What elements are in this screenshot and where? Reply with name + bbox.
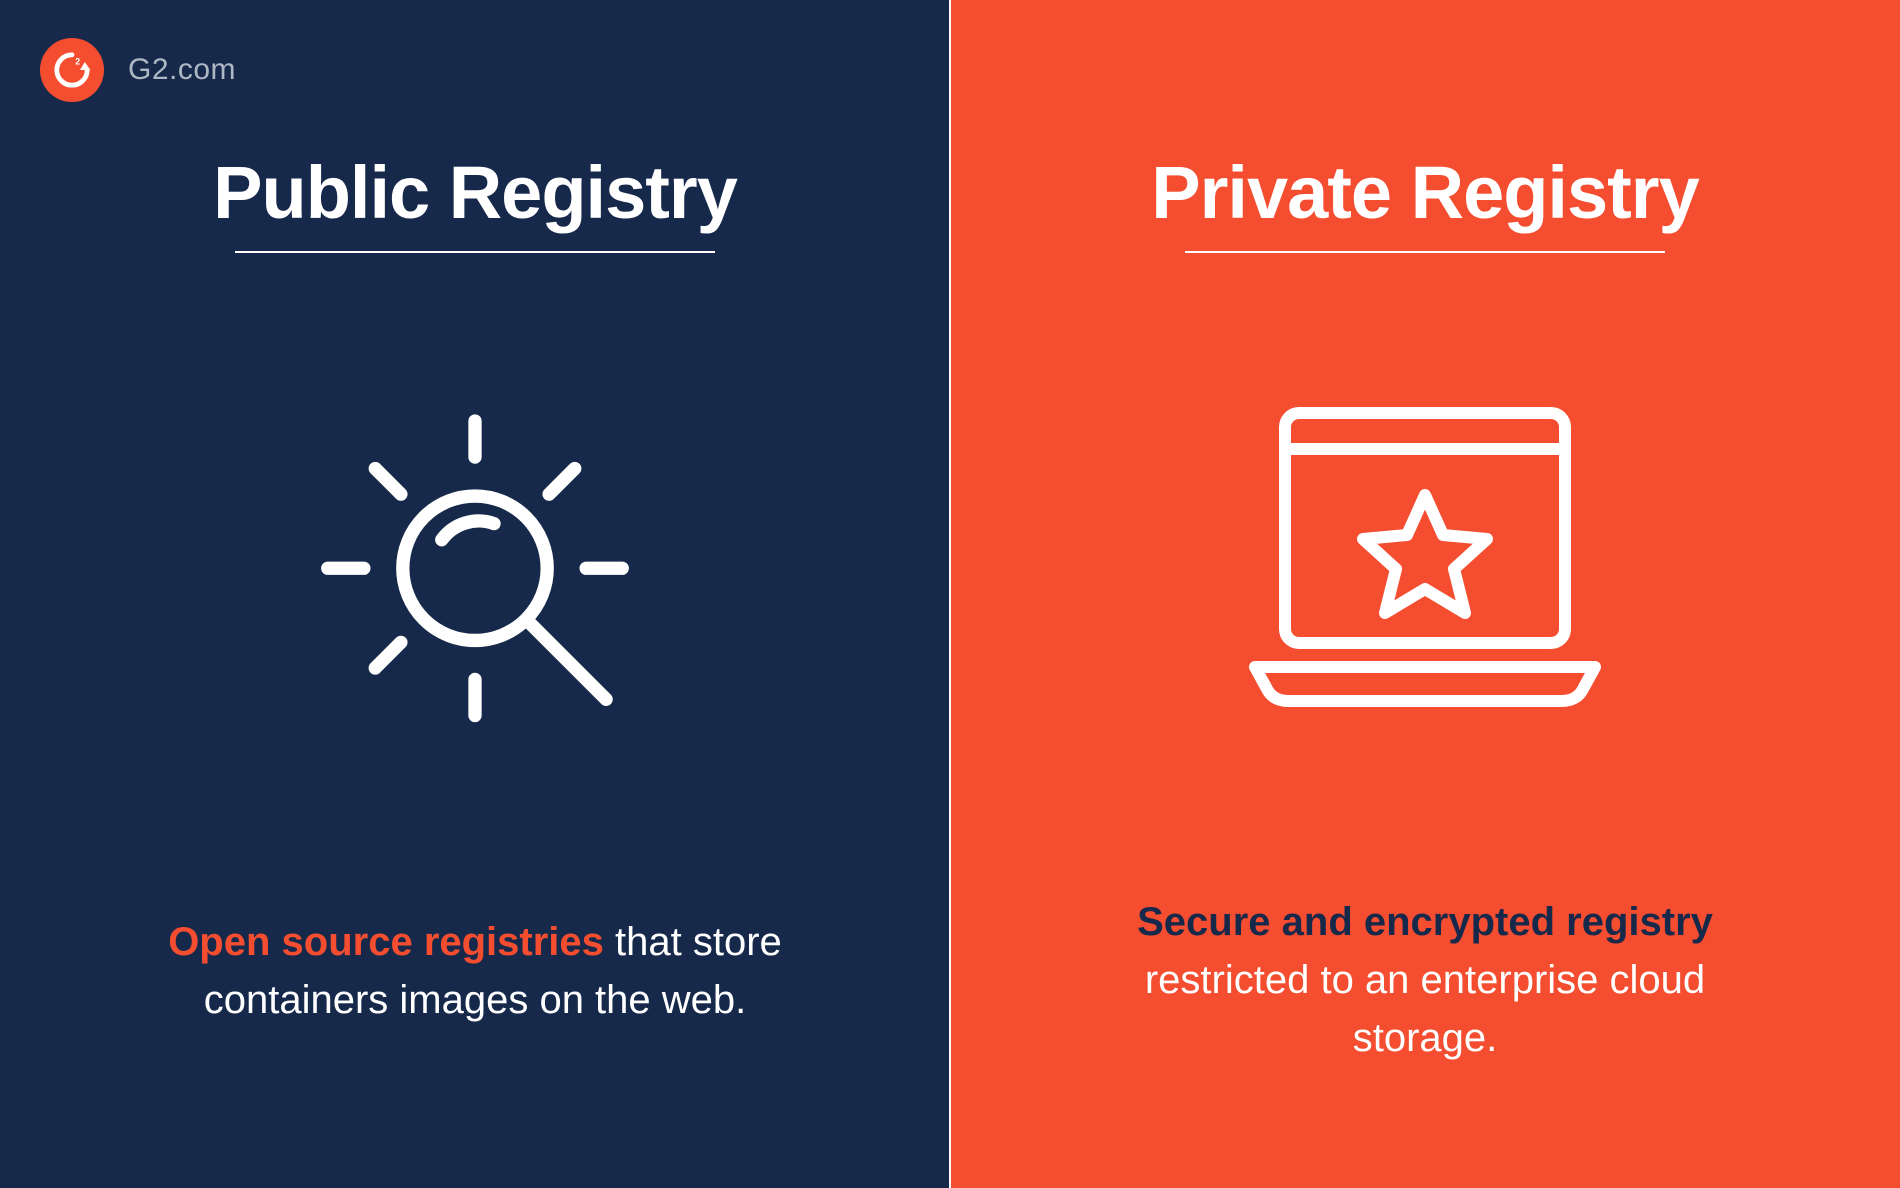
desc-public-emphasis: Open source registries [168, 920, 604, 964]
underline-public [235, 251, 715, 253]
center-divider [949, 0, 951, 1188]
magnify-sun-icon [285, 383, 665, 763]
brand-label: G2.com [128, 53, 236, 87]
brand-block: 2 G2.com [40, 38, 236, 102]
desc-public: Open source registries that store contai… [85, 913, 865, 1029]
g2-logo-icon: 2 [40, 38, 104, 102]
desc-private-emphasis: Secure and encrypted registry [1137, 900, 1713, 944]
underline-private [1185, 251, 1665, 253]
panel-private: Private Registry Secure and encrypted re… [950, 0, 1900, 1188]
infographic-container: 2 G2.com Public Registry [0, 0, 1900, 1188]
svg-text:2: 2 [75, 56, 80, 66]
panel-public: Public Registry [0, 0, 950, 1188]
desc-private: Secure and encrypted registry restricted… [1035, 893, 1815, 1067]
title-private: Private Registry [1151, 150, 1699, 235]
title-public: Public Registry [213, 150, 737, 235]
laptop-star-icon [1215, 383, 1635, 743]
desc-private-body: restricted to an enterprise cloud storag… [1145, 958, 1705, 1060]
